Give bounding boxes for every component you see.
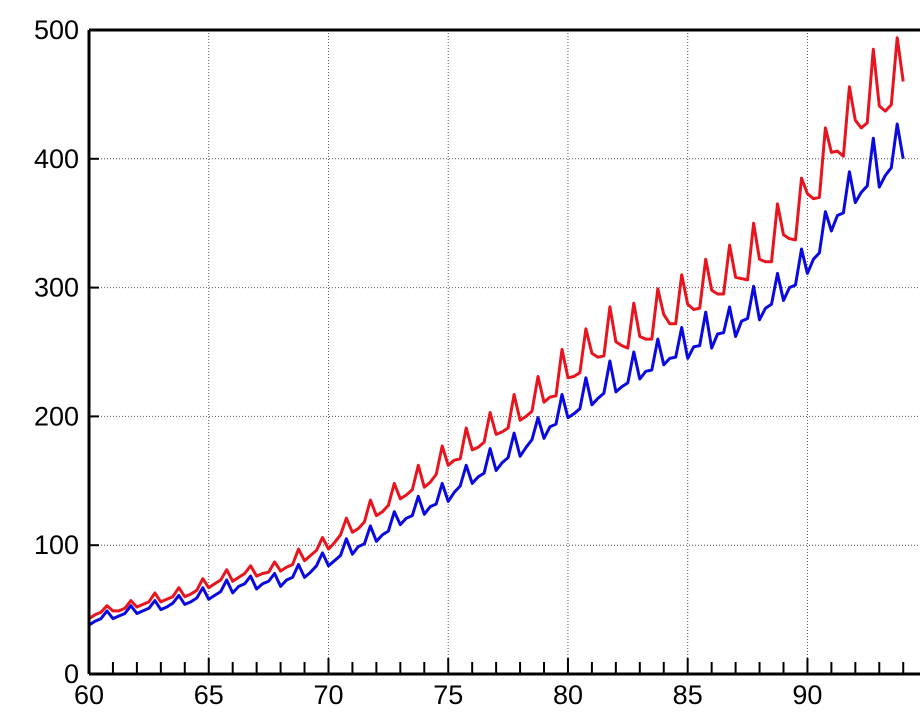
y-tick-label: 400: [34, 144, 79, 174]
y-tick-label: 0: [64, 659, 79, 689]
series-line-2: [89, 122, 905, 627]
x-tick-label: 70: [313, 680, 343, 710]
x-tick-label: 65: [194, 680, 224, 710]
x-tick-label: 60: [74, 680, 104, 710]
y-tick-label: 300: [34, 273, 79, 303]
series-lines: [89, 36, 905, 627]
gridlines: [89, 29, 920, 674]
x-tick-label: 75: [433, 680, 463, 710]
x-tick-label: 85: [673, 680, 703, 710]
y-tick-label: 200: [34, 401, 79, 431]
tick-labels: 60 65 70 75 80 85 90 0 100 200 300 400 500: [34, 15, 823, 710]
y-tick-label: 100: [34, 530, 79, 560]
y-tick-label: 500: [34, 15, 79, 45]
x-tick-label: 90: [792, 680, 822, 710]
x-tick-label: 80: [553, 680, 583, 710]
axes: [87, 28, 920, 676]
series-line-1: [89, 36, 905, 620]
